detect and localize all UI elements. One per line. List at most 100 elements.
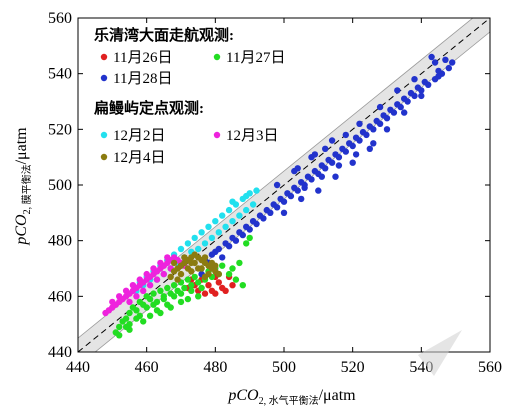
data-point [181, 284, 188, 292]
data-point [201, 290, 209, 297]
data-point [177, 270, 185, 278]
data-point [445, 64, 452, 72]
data-point [229, 198, 236, 205]
data-point [294, 165, 301, 172]
data-point [249, 201, 257, 208]
data-point [116, 323, 123, 331]
data-point [311, 167, 319, 175]
data-point [370, 140, 377, 147]
data-point [198, 284, 205, 292]
data-point [236, 229, 243, 236]
data-point [157, 287, 164, 294]
data-point [229, 265, 236, 272]
legend-group-title: 乐清湾大面走航观测: [94, 26, 234, 44]
y-tick-label: 440 [48, 344, 72, 361]
y-tick-label: 500 [48, 177, 72, 194]
data-point [188, 287, 195, 294]
data-point [201, 273, 209, 281]
data-point [352, 134, 360, 141]
data-point [188, 282, 195, 289]
data-point [140, 318, 147, 325]
data-point [394, 101, 401, 108]
data-point [129, 282, 137, 289]
data-point [208, 251, 216, 258]
data-point [246, 234, 253, 242]
data-point [188, 268, 195, 275]
data-point [225, 206, 233, 214]
data-point [122, 287, 130, 294]
data-point [332, 151, 339, 158]
data-point [301, 184, 308, 191]
data-point [401, 95, 408, 102]
data-point [198, 229, 205, 236]
data-point [205, 282, 212, 289]
data-point [170, 259, 178, 267]
data-point [136, 276, 143, 283]
legend-marker [100, 131, 108, 139]
data-point [435, 67, 442, 75]
data-point [177, 290, 185, 297]
data-point [366, 123, 373, 130]
x-tick-label: 500 [272, 359, 296, 376]
y-tick-label: 560 [48, 10, 72, 27]
data-point [143, 270, 150, 278]
legend-entry-label: 11月28日 [113, 71, 172, 87]
data-point [184, 240, 192, 247]
data-point [284, 190, 291, 197]
legend-entry-label: 12月3日 [226, 128, 279, 144]
data-point [184, 276, 192, 283]
data-point [328, 137, 336, 144]
data-point [304, 173, 312, 180]
legend-group-title: 扁鳗屿定点观测: [94, 99, 204, 117]
y-tick-label: 520 [48, 121, 72, 138]
data-point [325, 156, 332, 164]
data-point [195, 245, 202, 253]
data-point [222, 223, 229, 230]
data-point [229, 282, 236, 289]
data-point [311, 151, 319, 158]
data-point [253, 187, 260, 194]
data-point [380, 112, 387, 119]
data-point [153, 276, 161, 283]
x-tick-label: 560 [478, 359, 502, 376]
data-point [215, 270, 222, 278]
axis-ticks: 440 460 480 500 520 540 560 440 460 480 500 520 540 5… [48, 10, 502, 376]
data-point [201, 240, 209, 247]
data-point [146, 312, 154, 319]
legend-marker [100, 74, 108, 82]
data-point [229, 218, 236, 225]
data-point [126, 298, 133, 306]
x-tick-label: 460 [135, 359, 159, 376]
data-point [376, 103, 384, 111]
data-point [181, 254, 188, 261]
data-point [157, 309, 164, 317]
legend-markers [100, 53, 221, 161]
data-point [280, 209, 288, 216]
data-point [174, 276, 181, 283]
data-point [222, 287, 229, 294]
legend-entry-label: 12月2日 [113, 128, 166, 144]
data-point [205, 223, 212, 230]
data-point [401, 109, 408, 116]
data-point [191, 273, 198, 281]
data-point [236, 259, 243, 267]
data-points [102, 53, 456, 339]
data-point [219, 212, 226, 219]
data-point [150, 265, 157, 272]
y-tick-label: 540 [48, 66, 72, 83]
data-point [291, 184, 298, 191]
data-point [318, 162, 325, 169]
data-point [411, 76, 418, 83]
data-point [219, 262, 226, 269]
data-point [219, 254, 226, 261]
data-point [143, 304, 150, 311]
legend: 乐清湾大面走航观测: 11月26日 11月27日 11月28日 扁鳗屿定点观测:… [94, 26, 285, 166]
data-point [164, 284, 171, 292]
y-tick-label: 460 [48, 288, 72, 305]
data-point [383, 126, 391, 133]
data-point [160, 270, 167, 278]
data-point [215, 245, 222, 253]
y-axis-label: pCO2, 膜平衡法/μatm [13, 127, 33, 246]
data-point [126, 309, 133, 317]
x-tick-label: 540 [409, 359, 433, 376]
